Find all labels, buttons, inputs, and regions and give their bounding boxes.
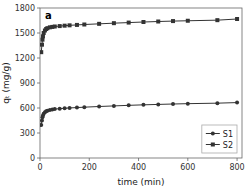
data-point: [235, 101, 239, 105]
plot-frame: [40, 8, 242, 158]
data-point: [215, 18, 219, 22]
data-point: [63, 24, 67, 28]
data-point: [40, 43, 44, 47]
data-point: [53, 25, 57, 29]
data-point: [68, 106, 72, 110]
data-point: [141, 103, 145, 107]
x-tick: [138, 158, 139, 161]
x-tick: [237, 158, 238, 161]
data-point: [63, 106, 67, 110]
data-point: [171, 19, 175, 23]
plot-area: [40, 17, 239, 127]
data-point: [215, 101, 219, 105]
y-tick: [37, 83, 40, 84]
x-tick: [40, 158, 41, 161]
y-tick: [37, 8, 40, 9]
y-tick: [37, 58, 40, 59]
y-tick: [37, 108, 40, 109]
data-point: [186, 19, 190, 23]
data-point: [75, 23, 79, 27]
chart: 0 200 400 600 800 0 300 600 900 1200 1500 1800 time …: [0, 0, 250, 189]
data-point: [156, 102, 160, 106]
data-point: [58, 107, 62, 111]
legend-box: [202, 125, 237, 153]
y-tick-label: 1200: [15, 54, 35, 63]
legend-label: S2: [223, 141, 233, 150]
data-point: [58, 24, 62, 28]
y-tick-label: 1800: [15, 4, 35, 13]
series-line: [41, 103, 237, 126]
data-point: [82, 23, 86, 27]
data-point: [40, 50, 43, 54]
data-point: [97, 105, 101, 109]
data-point: [112, 104, 116, 108]
y-tick: [37, 158, 40, 159]
y-axis-label: qₜ (mg/g): [1, 62, 11, 103]
y-tick-label: 600: [20, 104, 35, 113]
y-tick: [37, 133, 40, 134]
data-point: [141, 20, 145, 24]
data-point: [112, 21, 116, 25]
series-line: [41, 19, 237, 52]
title: a: [45, 10, 52, 21]
data-point: [186, 102, 190, 106]
data-point: [82, 105, 86, 109]
x-tick-label: 400: [131, 163, 146, 172]
data-point: [127, 103, 131, 107]
x-tick-label: 200: [82, 163, 97, 172]
legend-label: S1: [223, 130, 233, 139]
x-tick-label: 600: [180, 163, 195, 172]
y-tick-label: 900: [20, 79, 35, 88]
data-point: [53, 107, 57, 111]
y-tick-label: 0: [30, 154, 35, 163]
data-point: [40, 123, 43, 127]
x-axis-label: time (min): [117, 177, 164, 187]
legend: S1S2: [202, 125, 237, 153]
data-point: [97, 22, 101, 26]
data-point: [235, 17, 239, 21]
x-tick: [89, 158, 90, 161]
x-tick: [187, 158, 188, 161]
legend-swatch-marker: [211, 143, 215, 147]
legend-swatch-marker: [211, 132, 215, 136]
data-point: [75, 106, 79, 110]
y-tick-label: 1500: [15, 29, 35, 38]
data-point: [171, 102, 175, 106]
x-tick-label: 0: [37, 163, 42, 172]
x-tick-label: 800: [229, 163, 244, 172]
data-point: [68, 23, 72, 27]
data-point: [156, 20, 160, 24]
y-tick-label: 300: [20, 129, 35, 138]
data-point: [127, 21, 131, 25]
y-tick: [37, 33, 40, 34]
